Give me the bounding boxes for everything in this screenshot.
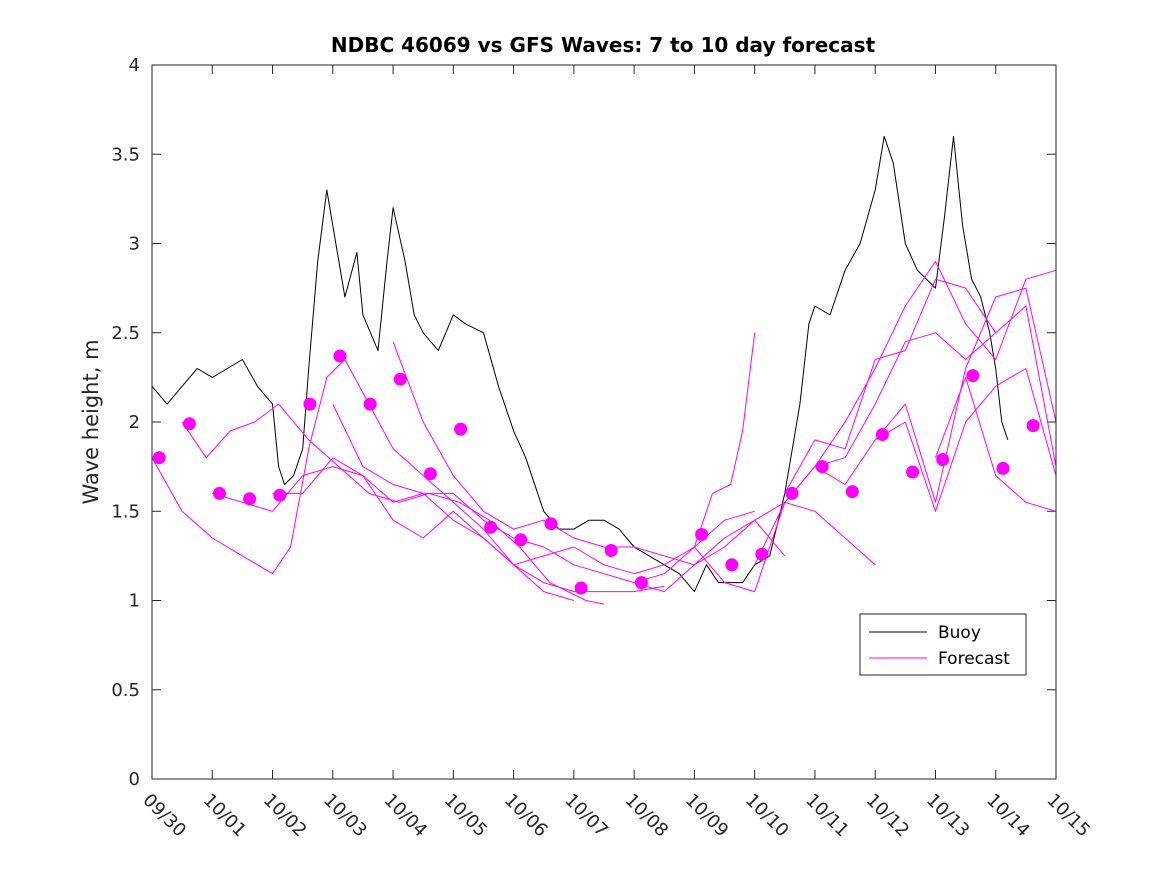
y-tick-label: 1.5 bbox=[111, 501, 140, 522]
forecast-point bbox=[634, 576, 648, 590]
x-tick-label: 10/02 bbox=[259, 790, 311, 842]
legend: Buoy Forecast bbox=[859, 613, 1027, 676]
y-tick-label: 2.5 bbox=[111, 323, 140, 344]
x-tick-label: 10/01 bbox=[199, 790, 251, 842]
x-tick-label: 10/09 bbox=[681, 790, 733, 842]
forecast-point bbox=[785, 486, 799, 500]
forecast-point bbox=[936, 453, 950, 466]
x-tick-label: 10/11 bbox=[801, 790, 853, 842]
data-series bbox=[151, 135, 1057, 605]
forecast-series-line bbox=[754, 260, 1057, 566]
legend-buoy-label: Buoy bbox=[938, 623, 981, 643]
forecast-point bbox=[454, 422, 468, 436]
x-tick-label: 10/08 bbox=[621, 790, 673, 842]
forecast-series-line bbox=[935, 376, 1057, 512]
forecast-point bbox=[725, 558, 739, 572]
forecast-point bbox=[755, 547, 769, 561]
forecast-point bbox=[213, 486, 226, 500]
forecast-point bbox=[333, 349, 347, 363]
x-tick-label: 10/15 bbox=[1042, 790, 1094, 842]
y-tick-label: 0.5 bbox=[111, 680, 140, 701]
forecast-point bbox=[604, 544, 618, 557]
forecast-point bbox=[393, 372, 407, 386]
forecast-series-line bbox=[784, 278, 1057, 494]
x-tick-label: 10/12 bbox=[862, 790, 914, 842]
forecast-series-line bbox=[332, 403, 786, 593]
forecast-point bbox=[423, 467, 437, 481]
y-axis-label: Wave height, m bbox=[79, 339, 103, 504]
x-tick-label: 10/06 bbox=[500, 790, 552, 842]
forecast-point bbox=[815, 460, 829, 474]
x-tick-label: 10/07 bbox=[560, 790, 612, 842]
y-tick-label: 1 bbox=[129, 591, 140, 612]
y-tick-label: 3.5 bbox=[111, 144, 140, 165]
forecast-point bbox=[243, 492, 257, 506]
forecast-point bbox=[182, 417, 196, 431]
legend-box bbox=[859, 613, 1027, 676]
y-tick-label: 0 bbox=[129, 769, 140, 790]
x-tick-label: 10/03 bbox=[319, 790, 371, 842]
forecast-point bbox=[303, 397, 317, 411]
forecast-point bbox=[514, 533, 528, 547]
buoy-series-line bbox=[151, 135, 1009, 593]
forecast-point bbox=[484, 520, 498, 534]
forecast-point bbox=[273, 488, 287, 502]
forecast-series-line bbox=[633, 332, 756, 584]
forecast-point bbox=[875, 428, 889, 441]
forecast-point bbox=[966, 369, 980, 383]
forecast-point bbox=[845, 485, 859, 499]
forecast-point bbox=[695, 528, 709, 541]
forecast-series-line bbox=[874, 287, 1057, 503]
x-tick-label: 09/30 bbox=[138, 790, 190, 842]
chart-title: NDBC 46069 vs GFS Waves: 7 to 10 day for… bbox=[331, 33, 876, 57]
forecast-series-line bbox=[181, 403, 605, 605]
forecast-point bbox=[996, 461, 1010, 475]
forecast-point bbox=[574, 581, 588, 595]
forecast-point bbox=[906, 465, 920, 479]
y-tick-label: 2 bbox=[129, 412, 140, 433]
axes-box bbox=[151, 64, 1057, 780]
x-tick-label: 10/05 bbox=[440, 790, 492, 842]
forecast-series-line bbox=[694, 332, 997, 593]
y-tick-label: 4 bbox=[129, 55, 140, 76]
forecast-series-line bbox=[814, 368, 1057, 512]
x-tick-label: 10/10 bbox=[741, 790, 793, 842]
y-tick-label: 3 bbox=[129, 234, 140, 255]
legend-forecast-label: Forecast bbox=[938, 649, 1010, 669]
x-tick-label: 10/04 bbox=[380, 790, 432, 842]
forecast-point bbox=[363, 397, 377, 411]
forecast-point bbox=[152, 451, 166, 465]
x-tick-label: 10/14 bbox=[982, 790, 1034, 842]
forecast-point bbox=[1026, 419, 1040, 433]
x-tick-label: 10/13 bbox=[922, 790, 974, 842]
forecast-point bbox=[544, 517, 558, 531]
forecast-series-line bbox=[392, 341, 876, 566]
